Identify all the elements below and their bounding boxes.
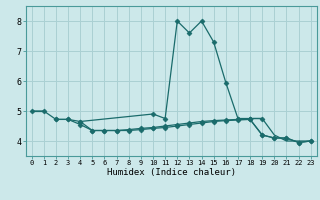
X-axis label: Humidex (Indice chaleur): Humidex (Indice chaleur) xyxy=(107,168,236,177)
